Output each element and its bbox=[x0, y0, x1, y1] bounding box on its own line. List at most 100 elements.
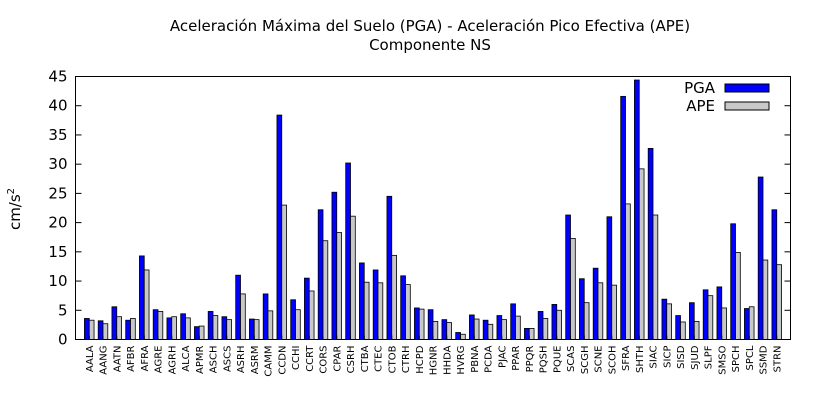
x-tick-label: CTOB bbox=[387, 345, 398, 373]
x-tick-label: HHDA bbox=[442, 345, 453, 375]
y-axis-label-superscript: 2 bbox=[6, 188, 17, 194]
bar-ape-pbna bbox=[473, 318, 480, 340]
x-tick-label: SCGH bbox=[580, 346, 591, 375]
bar-pga-apmr bbox=[194, 326, 200, 340]
y-tick-label: 20 bbox=[48, 214, 67, 232]
bar-ape-shth bbox=[638, 168, 645, 340]
bar-pga-alca bbox=[180, 313, 186, 340]
bar-pga-scgh bbox=[579, 278, 585, 340]
bar-ape-sjud bbox=[693, 320, 700, 340]
x-tick-label: ALCA bbox=[181, 345, 192, 371]
bar-pga-aang bbox=[97, 320, 104, 340]
bar-ape-sfra bbox=[625, 203, 631, 340]
x-tick-label: AATN bbox=[112, 346, 123, 373]
bar-ape-ctrh bbox=[405, 284, 411, 340]
x-tick-label: CAMM bbox=[264, 346, 275, 377]
bar-ape-scgh bbox=[583, 302, 590, 340]
bar-pga-spcl bbox=[744, 308, 750, 340]
bar-pga-ctob bbox=[386, 195, 393, 340]
bar-pga-cpar bbox=[331, 191, 338, 340]
bar-pga-siac bbox=[647, 147, 654, 340]
x-tick-label: CPAR bbox=[332, 345, 343, 371]
x-tick-label: PJAC bbox=[497, 345, 508, 367]
x-tick-label: SHTH bbox=[635, 346, 646, 374]
y-tick-label: 5 bbox=[58, 301, 68, 319]
x-tick-label: CCDN bbox=[277, 346, 288, 375]
bar-pga-sicp bbox=[661, 298, 668, 340]
bar-ape-afbr bbox=[130, 318, 136, 340]
bar-ape-ctob bbox=[391, 254, 397, 340]
chart-title: Aceleración Máxima del Suelo (PGA) - Ace… bbox=[170, 17, 690, 35]
bar-ape-afra bbox=[143, 269, 150, 340]
x-tick-label: CTBA bbox=[360, 345, 371, 372]
y-tick-labels: 0 5 10 15 20 25 30 35 40 45 bbox=[48, 68, 67, 349]
bar-pga-ctec bbox=[372, 269, 379, 340]
bar-pga-scne bbox=[592, 267, 599, 340]
bar-pga-slpf bbox=[702, 289, 709, 340]
x-tick-label: SPCH bbox=[731, 346, 742, 373]
bar-ape-aatn bbox=[116, 316, 122, 340]
bar-pga-afra bbox=[139, 255, 145, 340]
bar-pga-agrh bbox=[166, 317, 173, 340]
bar-pga-ccdn bbox=[276, 114, 283, 340]
x-tick-label: HCPD bbox=[415, 345, 426, 374]
legend-swatch-ape bbox=[724, 101, 770, 111]
bar-pga-smso bbox=[716, 286, 723, 340]
bar-ape-agre bbox=[157, 311, 164, 340]
bar-ape-slpf bbox=[707, 295, 714, 340]
bar-ape-ctec bbox=[377, 282, 384, 340]
legend-label-pga: PGA bbox=[684, 79, 716, 97]
y-axis-label-base: cm/s bbox=[6, 194, 24, 230]
x-tick-label: PPAR bbox=[511, 345, 522, 370]
x-tick-label: AALA bbox=[85, 345, 96, 372]
bar-pga-ascs bbox=[221, 316, 228, 340]
x-tick-label: AANG bbox=[99, 346, 110, 375]
x-tick-label: AGRE bbox=[154, 346, 165, 374]
bar-pga-pjac bbox=[496, 315, 503, 340]
bar-ape-cpar bbox=[336, 232, 342, 340]
x-tick-label: SICP bbox=[662, 346, 673, 368]
bar-pga-hhda bbox=[441, 319, 448, 340]
bar-ape-asrh bbox=[240, 293, 246, 340]
y-tick-marks bbox=[75, 76, 791, 340]
bar-pga-scas bbox=[565, 214, 571, 340]
bar-pga-camm bbox=[262, 293, 269, 340]
bar-ape-sicp bbox=[666, 303, 672, 340]
x-tick-label: ASCS bbox=[222, 346, 233, 373]
x-tick-label: SPCL bbox=[745, 345, 756, 370]
bar-ape-agrh bbox=[171, 316, 177, 340]
bar-pga-strn bbox=[771, 209, 778, 340]
y-tick-label: 25 bbox=[48, 184, 67, 202]
x-tick-label: CTRH bbox=[401, 346, 412, 374]
x-tick-label: AFRA bbox=[140, 345, 151, 371]
legend-label-ape: APE bbox=[686, 97, 715, 115]
x-tick-label: SFRA bbox=[621, 345, 632, 371]
x-tick-label: SJUD bbox=[690, 345, 701, 370]
bar-pga-ssmd bbox=[757, 176, 764, 340]
bar-pga-pqsh bbox=[537, 311, 544, 340]
plot-frame bbox=[75, 76, 791, 340]
x-tick-label: PQUE bbox=[552, 346, 563, 374]
bar-pga-hvrg bbox=[455, 332, 461, 340]
bar-pga-asrh bbox=[235, 274, 241, 340]
bar-ape-hhda bbox=[446, 322, 452, 340]
bar-ape-ppar bbox=[515, 315, 521, 340]
bar-pga-spch bbox=[730, 223, 736, 340]
bar-pga-pbna bbox=[469, 314, 475, 340]
bar-pga-hgnr bbox=[427, 309, 434, 340]
bar-ape-sisd bbox=[680, 321, 686, 340]
chart-subtitle: Componente NS bbox=[369, 36, 491, 54]
x-tick-label: CSRH bbox=[346, 346, 357, 374]
bar-pga-shth bbox=[634, 79, 640, 340]
bar-pga-pque bbox=[551, 304, 558, 340]
x-tick-label: SCAS bbox=[566, 346, 577, 373]
bar-ape-spch bbox=[735, 252, 741, 340]
x-tick-label: CTEC bbox=[374, 345, 385, 371]
x-tick-label: ASRM bbox=[250, 346, 261, 375]
bar-pga-ppar bbox=[510, 303, 516, 340]
bar-pga-hcpd bbox=[414, 307, 420, 340]
x-tick-label: STRN bbox=[772, 346, 783, 373]
bar-ape-ascs bbox=[226, 319, 232, 340]
bar-pga-afbr bbox=[125, 319, 131, 340]
bar-ape-ctba bbox=[363, 281, 370, 340]
